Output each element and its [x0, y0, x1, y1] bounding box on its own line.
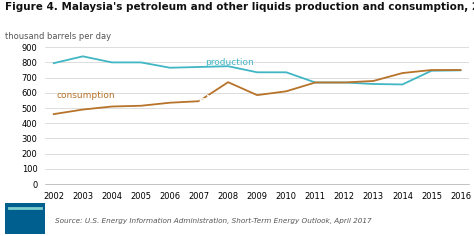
- Text: eia: eia: [198, 95, 218, 108]
- Text: thousand barrels per day: thousand barrels per day: [5, 32, 111, 41]
- Text: production: production: [205, 58, 254, 67]
- Text: Source: U.S. Energy Information Administration, Short-Term Energy Outlook, April: Source: U.S. Energy Information Administ…: [55, 218, 371, 224]
- Text: consumption: consumption: [57, 91, 115, 100]
- Text: Figure 4. Malaysia's petroleum and other liquids production and consumption, 200: Figure 4. Malaysia's petroleum and other…: [5, 2, 474, 12]
